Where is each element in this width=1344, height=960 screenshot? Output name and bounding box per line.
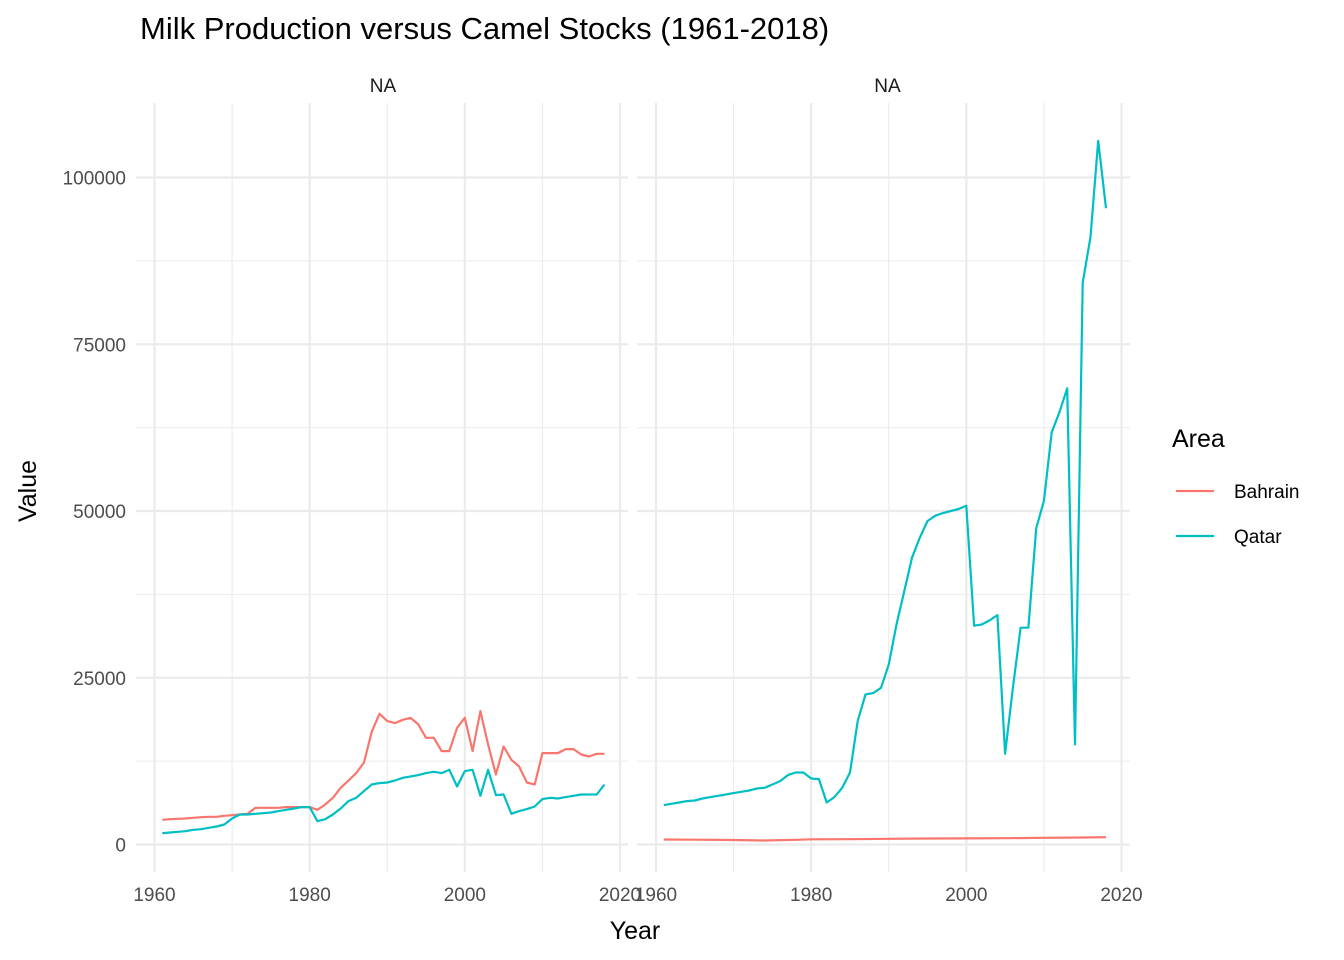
legend: Area Bahrain Qatar <box>1172 425 1300 548</box>
x-tick-label: 2020 <box>599 885 641 906</box>
legend-title: Area <box>1172 425 1225 453</box>
y-tick-label: 100000 <box>63 169 126 190</box>
panel-2: NA 1960 1980 2000 2020 <box>635 76 1143 906</box>
series-line-bahrain <box>663 836 1107 842</box>
chart-title: Milk Production versus Camel Stocks (196… <box>140 11 829 46</box>
panel-1: NA 1960 1980 2000 2020 0 25000 50000 75000 100000 <box>63 76 642 906</box>
series-line-qatar <box>663 139 1108 807</box>
series-line-qatar <box>162 768 606 835</box>
x-tick-label: 1980 <box>289 885 331 906</box>
y-tick-label: 0 <box>115 836 126 857</box>
x-tick-label: 2020 <box>1100 885 1142 906</box>
series-line-bahrain <box>162 710 605 821</box>
legend-label-qatar: Qatar <box>1234 527 1282 548</box>
x-tick-label: 1960 <box>635 885 677 906</box>
y-axis-title: Value <box>14 460 42 522</box>
x-tick-label: 2000 <box>945 885 987 906</box>
y-tick-label: 25000 <box>73 669 126 690</box>
y-tick-label: 50000 <box>73 502 126 523</box>
x-tick-label: 2000 <box>444 885 486 906</box>
y-tick-label: 75000 <box>73 335 126 356</box>
strip-label: NA <box>874 76 901 97</box>
strip-label: NA <box>370 76 397 97</box>
legend-label-bahrain: Bahrain <box>1234 482 1300 503</box>
x-tick-label: 1960 <box>133 885 175 906</box>
x-axis-title: Year <box>610 917 661 945</box>
x-tick-label: 1980 <box>790 885 832 906</box>
